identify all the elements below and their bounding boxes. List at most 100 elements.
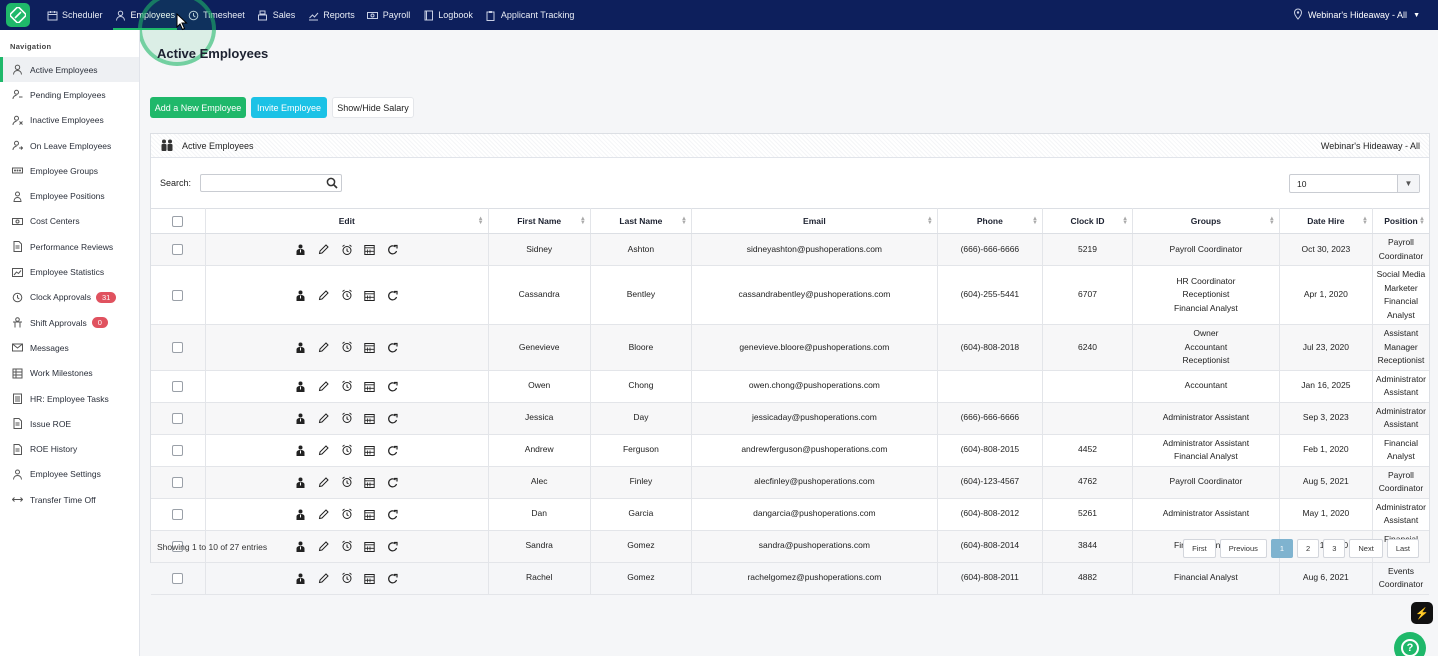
nav-item-sales[interactable]: Sales [251, 0, 302, 30]
sidebar-item-employee-groups[interactable]: Employee Groups [0, 158, 139, 183]
location-selector[interactable]: Webinar's Hideaway - All ▼ [1293, 0, 1420, 30]
calendar-icon[interactable] [364, 244, 376, 256]
nav-item-employees[interactable]: Employees [109, 0, 182, 30]
sidebar-item-issue-roe[interactable]: Issue ROE [0, 411, 139, 436]
row-checkbox[interactable] [172, 289, 184, 301]
calendar-icon[interactable] [364, 380, 376, 392]
row-checkbox[interactable] [172, 380, 184, 392]
page-length-select[interactable]: 10 ▼ [1289, 174, 1420, 193]
page-button-last[interactable]: Last [1386, 539, 1419, 558]
edit-pencil-icon[interactable] [318, 244, 330, 256]
page-button-3[interactable]: 3 [1323, 539, 1346, 558]
sidebar-item-clock-approvals[interactable]: Clock Approvals 31 [0, 285, 139, 310]
row-checkbox[interactable] [172, 412, 184, 424]
redo-icon[interactable] [387, 444, 399, 456]
person-icon[interactable] [295, 540, 307, 552]
row-checkbox[interactable] [172, 540, 184, 552]
calendar-icon[interactable] [364, 412, 376, 424]
sidebar-item-shift-approvals[interactable]: Shift Approvals 0 [0, 310, 139, 335]
redo-icon[interactable] [387, 412, 399, 424]
person-icon[interactable] [295, 380, 307, 392]
person-icon[interactable] [295, 508, 307, 520]
help-button[interactable]: ? [1394, 632, 1426, 656]
sidebar-item-hr-employee-tasks[interactable]: HR: Employee Tasks [0, 386, 139, 411]
sidebar-item-messages[interactable]: Messages [0, 335, 139, 360]
redo-icon[interactable] [387, 244, 399, 256]
redo-icon[interactable] [387, 508, 399, 520]
nav-item-scheduler[interactable]: Scheduler [40, 0, 109, 30]
alarm-clock-icon[interactable] [341, 412, 353, 424]
calendar-icon[interactable] [364, 444, 376, 456]
column-header-clock-id[interactable]: Clock ID ▲ ▼ [1042, 208, 1134, 234]
alarm-clock-icon[interactable] [341, 540, 353, 552]
edit-pencil-icon[interactable] [318, 444, 330, 456]
column-header-edit[interactable]: Edit ▲ ▼ [205, 208, 489, 234]
row-checkbox[interactable] [172, 476, 184, 488]
nav-item-reports[interactable]: Reports [301, 0, 361, 30]
calendar-icon[interactable] [364, 476, 376, 488]
sidebar-item-transfer-time-off[interactable]: Transfer Time Off [0, 487, 139, 512]
person-icon[interactable] [295, 476, 307, 488]
row-checkbox[interactable] [172, 444, 184, 456]
calendar-icon[interactable] [364, 540, 376, 552]
column-header-last-name[interactable]: Last Name ▲ ▼ [590, 208, 693, 234]
alarm-clock-icon[interactable] [341, 444, 353, 456]
column-header-position[interactable]: Position ▲ ▼ [1372, 208, 1429, 234]
sidebar-item-employee-statistics[interactable]: Employee Statistics [0, 259, 139, 284]
edit-pencil-icon[interactable] [318, 540, 330, 552]
edit-pencil-icon[interactable] [318, 508, 330, 520]
alarm-clock-icon[interactable] [341, 244, 353, 256]
column-header-phone[interactable]: Phone ▲ ▼ [937, 208, 1043, 234]
edit-pencil-icon[interactable] [318, 380, 330, 392]
row-checkbox[interactable] [172, 508, 184, 520]
page-button-first[interactable]: First [1183, 539, 1216, 558]
person-icon[interactable] [295, 444, 307, 456]
person-icon[interactable] [295, 244, 307, 256]
add-employee-button[interactable]: Add a New Employee [150, 97, 246, 118]
person-icon[interactable] [295, 412, 307, 424]
page-button-1[interactable]: 1 [1270, 539, 1294, 558]
nav-item-applicant-tracking[interactable]: Applicant Tracking [479, 0, 581, 30]
redo-icon[interactable] [387, 341, 399, 353]
row-checkbox[interactable] [172, 572, 184, 584]
column-header-groups[interactable]: Groups ▲ ▼ [1132, 208, 1280, 234]
redo-icon[interactable] [387, 289, 399, 301]
redo-icon[interactable] [387, 540, 399, 552]
calendar-icon[interactable] [364, 341, 376, 353]
page-button-previous[interactable]: Previous [1219, 539, 1267, 558]
sidebar-item-pending-employees[interactable]: Pending Employees [0, 82, 139, 107]
search-input[interactable] [201, 175, 322, 191]
page-button-next[interactable]: Next [1349, 539, 1383, 558]
sidebar-item-roe-history[interactable]: ROE History [0, 436, 139, 461]
app-logo[interactable] [6, 3, 30, 27]
alarm-clock-icon[interactable] [341, 508, 353, 520]
alarm-clock-icon[interactable] [341, 380, 353, 392]
calendar-icon[interactable] [364, 289, 376, 301]
nav-item-payroll[interactable]: Payroll [361, 0, 417, 30]
redo-icon[interactable] [387, 572, 399, 584]
sidebar-item-employee-settings[interactable]: Employee Settings [0, 462, 139, 487]
redo-icon[interactable] [387, 476, 399, 488]
sidebar-item-employee-positions[interactable]: Employee Positions [0, 183, 139, 208]
nav-item-timesheet[interactable]: Timesheet [181, 0, 251, 30]
calendar-icon[interactable] [364, 572, 376, 584]
show-hide-salary-button[interactable]: Show/Hide Salary [332, 97, 414, 118]
search-icon[interactable] [326, 177, 338, 191]
edit-pencil-icon[interactable] [318, 572, 330, 584]
alarm-clock-icon[interactable] [341, 476, 353, 488]
alarm-clock-icon[interactable] [341, 572, 353, 584]
person-icon[interactable] [295, 572, 307, 584]
sidebar-item-work-milestones[interactable]: Work Milestones [0, 361, 139, 386]
calendar-icon[interactable] [364, 508, 376, 520]
sidebar-item-performance-reviews[interactable]: Performance Reviews [0, 234, 139, 259]
page-button-2[interactable]: 2 [1297, 539, 1320, 558]
column-header-first-name[interactable]: First Name ▲ ▼ [488, 208, 591, 234]
column-header-email[interactable]: Email ▲ ▼ [691, 208, 938, 234]
person-icon[interactable] [295, 289, 307, 301]
alarm-clock-icon[interactable] [341, 289, 353, 301]
sidebar-item-inactive-employees[interactable]: Inactive Employees [0, 108, 139, 133]
sidebar-item-cost-centers[interactable]: Cost Centers [0, 209, 139, 234]
row-checkbox[interactable] [172, 341, 184, 353]
edit-pencil-icon[interactable] [318, 341, 330, 353]
row-checkbox[interactable] [172, 244, 184, 255]
